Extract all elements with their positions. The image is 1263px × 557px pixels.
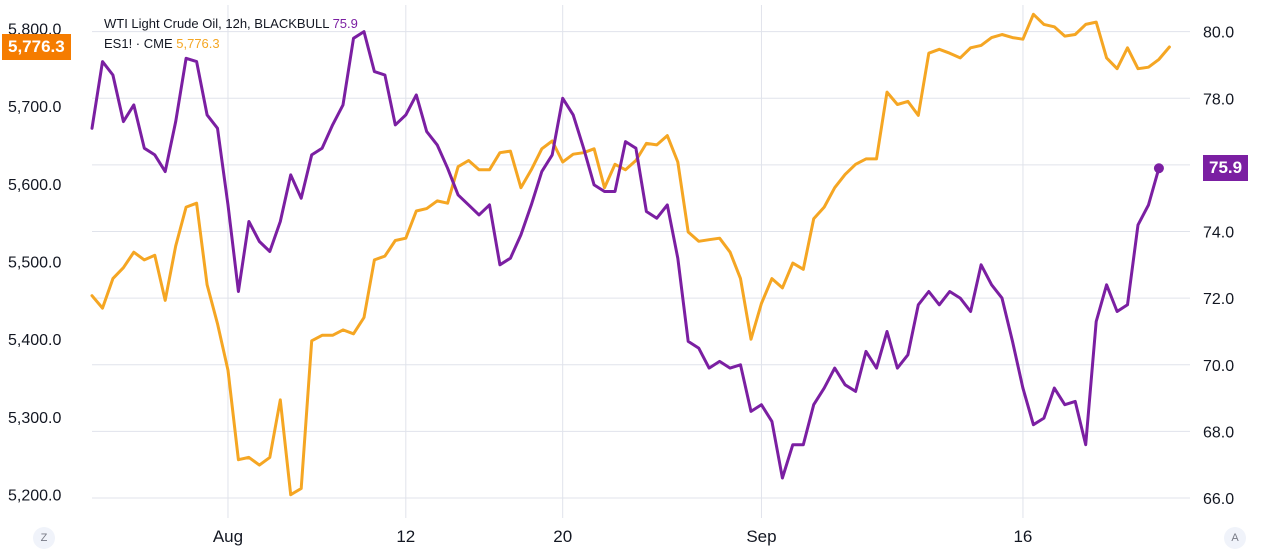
legend-oil-label: WTI Light Crude Oil, 12h, BLACKBULL xyxy=(104,16,329,31)
right-tick-label: 66.0 xyxy=(1203,491,1234,508)
x-tick-label: 16 xyxy=(1013,527,1032,546)
left-axis: 5,200.0 5,300.0 5,400.0 5,500.0 5,600.0 5,700… xyxy=(8,21,61,504)
right-tick-label: 74.0 xyxy=(1203,225,1234,242)
x-tick-label: Aug xyxy=(213,527,243,546)
legend-es[interactable]: ES1! · CME 5,776.3 xyxy=(104,34,358,54)
left-price-badge: 5,776.3 xyxy=(2,34,71,60)
legend-oil-value: 75.9 xyxy=(333,16,358,31)
auto-scale-icon[interactable]: A xyxy=(1224,527,1246,549)
legend-oil[interactable]: WTI Light Crude Oil, 12h, BLACKBULL 75.9 xyxy=(104,14,358,34)
legend: WTI Light Crude Oil, 12h, BLACKBULL 75.9… xyxy=(104,14,358,54)
oil-last-point xyxy=(1154,163,1164,173)
series-lines xyxy=(92,14,1169,494)
right-price-badge: 75.9 xyxy=(1203,155,1248,181)
es-series-line xyxy=(92,14,1169,494)
right-axis: 66.068.070.072.074.076.078.080.0 xyxy=(1203,25,1234,508)
legend-es-value: 5,776.3 xyxy=(176,36,219,51)
right-tick-label: 72.0 xyxy=(1203,291,1234,308)
x-tick-label: 20 xyxy=(553,527,572,546)
zoom-reset-icon[interactable]: Z xyxy=(33,527,55,549)
x-tick-label: 12 xyxy=(396,527,415,546)
left-tick-label: 5,300.0 xyxy=(8,410,61,427)
left-tick-label: 5,500.0 xyxy=(8,255,61,272)
left-tick-label: 5,200.0 xyxy=(8,488,61,505)
left-tick-label: 5,600.0 xyxy=(8,177,61,194)
left-tick-label: 5,400.0 xyxy=(8,332,61,349)
right-tick-label: 68.0 xyxy=(1203,424,1234,441)
legend-es-label: ES1! · CME xyxy=(104,36,173,51)
left-tick-label: 5,700.0 xyxy=(8,99,61,116)
x-axis: Aug1220Sep16Oct xyxy=(213,527,1263,546)
right-tick-label: 78.0 xyxy=(1203,91,1234,108)
right-tick-label: 70.0 xyxy=(1203,358,1234,375)
right-tick-label: 80.0 xyxy=(1203,25,1234,42)
x-tick-label: Sep xyxy=(746,527,776,546)
